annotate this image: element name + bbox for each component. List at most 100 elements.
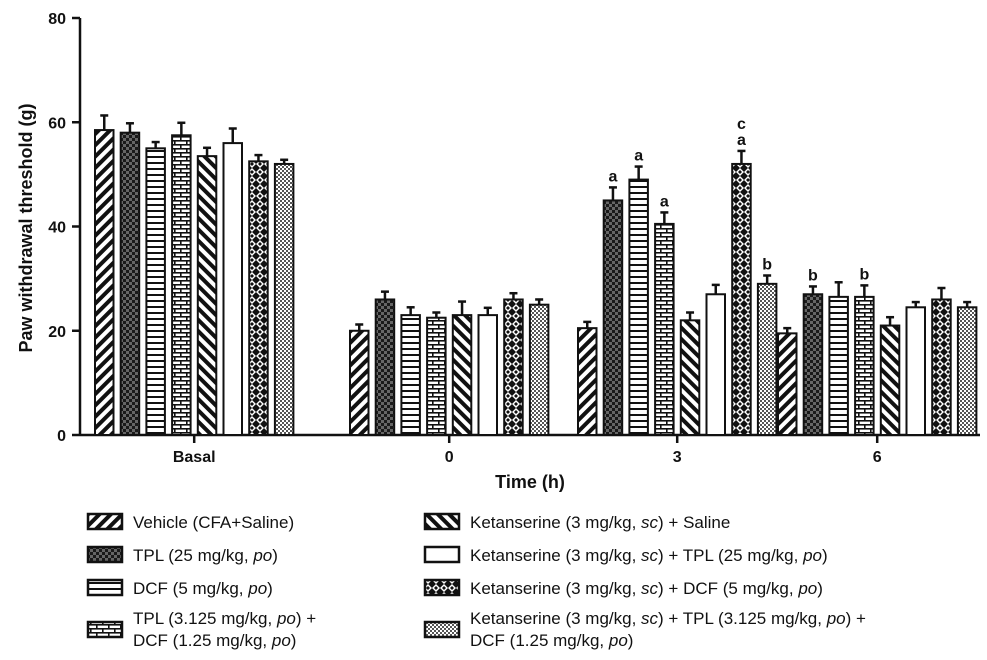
bar-group: [374, 290, 396, 436]
y-tick-label: 40: [48, 220, 66, 237]
legend-item: Vehicle (CFA+Saline): [86, 512, 294, 532]
bar: [477, 314, 498, 436]
significance-label: a: [660, 193, 669, 210]
legend-item: DCF (5 mg/kg, po): [86, 578, 273, 598]
legend-item: Ketanserine (3 mg/kg, sc) + TPL (3.125 m…: [423, 609, 866, 650]
bar-group: [451, 300, 473, 436]
bar: [802, 293, 824, 437]
legend-item: TPL (25 mg/kg, po): [86, 545, 278, 565]
bar-group: [577, 320, 598, 436]
bar: [602, 199, 624, 436]
significance-label: a: [634, 148, 643, 165]
bar: [503, 298, 524, 436]
legend-label: Ketanserine (3 mg/kg, sc) + Saline: [470, 513, 730, 532]
bar-group: [426, 311, 447, 436]
y-ticks: 0 20 40 60 80: [48, 11, 80, 445]
bar: [94, 129, 115, 436]
bar-group: [145, 140, 166, 436]
bar-group: [777, 326, 798, 437]
bar-group: [119, 122, 141, 437]
bar: [679, 319, 701, 437]
bar-group: a: [602, 168, 624, 436]
bar-group: b: [756, 256, 778, 436]
bar: [248, 160, 269, 436]
bar: [349, 329, 370, 436]
significance-label: b: [859, 266, 869, 283]
bar: [145, 147, 166, 436]
legend-label-line2: DCF (1.25 mg/kg, po): [133, 631, 296, 650]
bar-group: a: [654, 193, 675, 436]
legend-swatch: [86, 620, 124, 639]
significance-label: b: [762, 256, 772, 273]
bar: [854, 295, 875, 436]
y-tick-label: 60: [48, 115, 66, 132]
bar: [956, 306, 978, 437]
bar-group: [400, 306, 421, 436]
bar-group: [679, 311, 701, 437]
bar-group: [171, 121, 192, 436]
significance-label: c: [737, 116, 746, 133]
bar: [374, 298, 396, 436]
bar: [905, 306, 926, 437]
legend-swatch: [423, 620, 461, 639]
bar: [196, 155, 218, 436]
y-tick-label: 0: [57, 428, 66, 445]
bar: [426, 316, 447, 436]
bar: [628, 178, 649, 436]
bar-group: [222, 127, 243, 436]
bar: [654, 222, 675, 436]
y-axis-title: Paw withdrawal threshold (g): [16, 103, 36, 352]
significance-label: b: [808, 267, 818, 284]
bar-group: b: [802, 267, 824, 437]
legend-label: DCF (5 mg/kg, po): [133, 579, 273, 598]
bar-group: [503, 291, 524, 436]
bar-group: [273, 158, 295, 436]
bar-group: [477, 306, 498, 436]
bar-group: [349, 323, 370, 436]
x-tick-label: Basal: [173, 449, 216, 466]
legend-item: TPL (3.125 mg/kg, po) + DCF (1.25 mg/kg, …: [86, 609, 316, 650]
legend-swatch: [423, 578, 461, 597]
legend-label: Ketanserine (3 mg/kg, sc) + TPL (3.125 m…: [470, 609, 866, 628]
significance-label: a: [608, 168, 617, 185]
bar-group: [956, 300, 978, 437]
bar: [828, 295, 849, 436]
x-tick-label: 0: [445, 449, 454, 466]
legend-label: Ketanserine (3 mg/kg, sc) + DCF (5 mg/kg…: [470, 579, 823, 598]
bar-group: b: [854, 266, 875, 436]
x-axis-title: Time (h): [495, 472, 565, 492]
significance-label: a: [737, 132, 746, 149]
y-tick-label: 80: [48, 11, 66, 28]
bar-group: [828, 281, 849, 436]
bar: [528, 303, 550, 436]
legend-swatch: [423, 512, 461, 531]
bar-group: [905, 300, 926, 437]
bar-group: ac: [731, 116, 752, 436]
bar-group: a: [628, 148, 649, 436]
bar: [222, 142, 243, 436]
bar: [577, 327, 598, 436]
legend-label: Ketanserine (3 mg/kg, sc) + TPL (25 mg/k…: [470, 546, 828, 565]
legend-item: Ketanserine (3 mg/kg, sc) + Saline: [423, 512, 730, 532]
legend-label: TPL (25 mg/kg, po): [133, 546, 278, 565]
bar-group: [94, 114, 115, 436]
bar: [879, 324, 901, 437]
legend: Vehicle (CFA+Saline) TPL (25 mg/kg, po) DC…: [86, 512, 866, 650]
legend-item: Ketanserine (3 mg/kg, sc) + DCF (5 mg/kg…: [423, 578, 823, 598]
x-tick-label: 6: [873, 449, 882, 466]
bar-group: [196, 146, 218, 436]
bar-group: [879, 315, 901, 437]
legend-swatch: [86, 578, 124, 597]
bar: [777, 332, 798, 437]
bar: [756, 282, 778, 436]
bar: [119, 131, 141, 437]
y-tick-label: 20: [48, 324, 66, 341]
legend-label: TPL (3.125 mg/kg, po) +: [133, 609, 316, 628]
legend-item: Ketanserine (3 mg/kg, sc) + TPL (25 mg/k…: [423, 545, 828, 565]
bar: [273, 162, 295, 436]
bar-group: [705, 283, 726, 437]
legend-swatch: [423, 545, 461, 564]
legend-label-line2: DCF (1.25 mg/kg, po): [470, 631, 633, 650]
